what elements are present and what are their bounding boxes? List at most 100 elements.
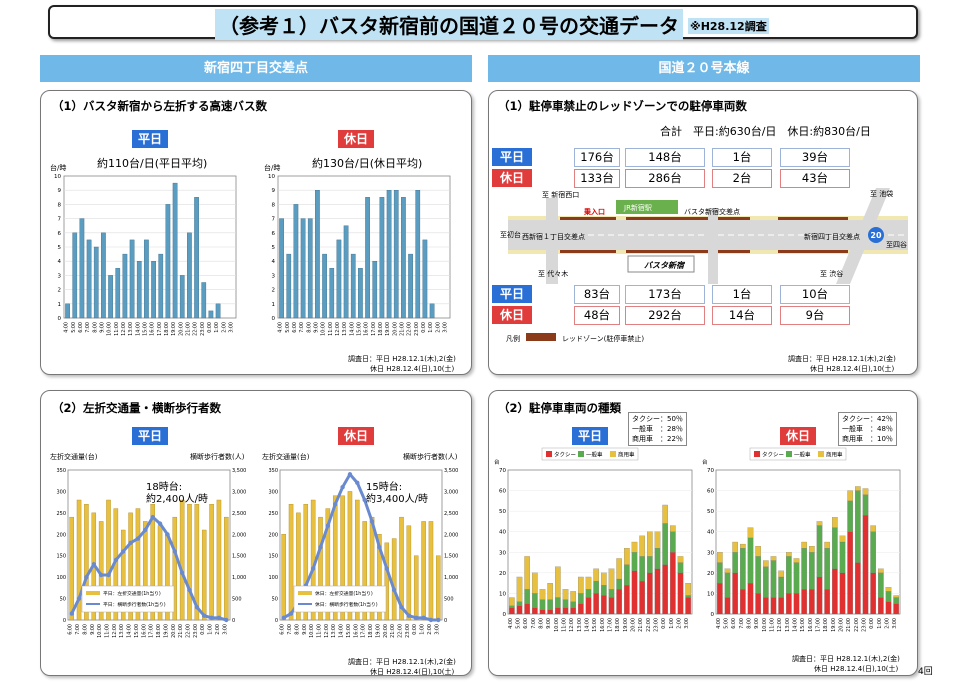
redzone-5: [560, 250, 616, 253]
road-cross-east: [836, 188, 890, 284]
bar: [79, 218, 85, 319]
x-tick-label: 14:00: [349, 322, 355, 336]
y-tick-label: 3: [58, 273, 62, 279]
point: [325, 523, 331, 528]
bar-segment: [755, 545, 761, 557]
bar: [379, 197, 385, 319]
bar-segment: [578, 576, 584, 594]
redzone-2: [626, 217, 708, 220]
x-tick-label: 20:00: [383, 624, 389, 638]
bar-segment: [878, 568, 884, 573]
x-tick-label: 7:00: [739, 618, 745, 629]
bar: [340, 495, 345, 621]
x-tick-label: 3:00: [684, 618, 690, 629]
x-tick-label: 4:00: [508, 618, 514, 629]
bar: [216, 499, 222, 621]
x-tick-label: 13:00: [577, 618, 583, 632]
x-tick-label: 8:00: [306, 322, 312, 333]
road-cross-west: [546, 198, 558, 284]
x-tick-label: 17:00: [371, 322, 377, 336]
x-tick-label: 16:00: [600, 618, 606, 632]
y-tick-label: 60: [499, 489, 506, 495]
bar-segment: [509, 597, 515, 606]
y-tick-label: 10: [268, 174, 275, 180]
bar-segment: [801, 541, 807, 549]
point: [406, 613, 412, 618]
x-tick-label: 23:00: [405, 624, 411, 638]
x-tick-label: 0:00: [869, 618, 875, 629]
x-tick-label: 2:00: [221, 322, 227, 333]
bar-segment: [616, 589, 622, 615]
x-tick-label: 12:00: [569, 618, 575, 632]
y-unit: 台: [702, 458, 708, 466]
legend-label: タクシー: [762, 451, 784, 459]
bar: [329, 268, 335, 319]
point: [333, 502, 338, 507]
x-tick-label: 4:00: [64, 322, 70, 333]
bottom-weekday-count-3: 1台: [712, 285, 772, 304]
panel1-survey: 調査日：平日 H28.12.1(木),2(金) 休日 H28.12.4(日),1…: [348, 354, 456, 374]
y-tick-label: 0: [275, 618, 278, 624]
bar-segment: [862, 494, 869, 516]
bar-segment: [509, 607, 515, 615]
map-nishi1: 西新宿１丁目交差点: [522, 232, 585, 241]
bar-segment: [562, 607, 569, 615]
bar-segment: [809, 552, 815, 590]
legend-label: 一般車: [794, 451, 811, 459]
panel2-title: （2）左折交通量・横断歩行者数: [52, 401, 221, 415]
bottom-holiday-count-3: 14台: [712, 306, 772, 325]
bar: [143, 521, 148, 621]
y-tick-label: 6: [58, 231, 62, 237]
y-unit: 台: [494, 458, 500, 466]
x-tick-label: 8:00: [92, 322, 98, 333]
x-tick-label: 20:00: [631, 618, 637, 632]
legend-bar-label: 休日：左折交通量(1h当り): [315, 590, 373, 597]
point: [377, 544, 382, 550]
bar-segment: [740, 589, 746, 615]
legend-label: 一般車: [586, 451, 603, 459]
x-tick-label: 20:00: [392, 322, 398, 336]
bar: [136, 260, 142, 319]
x-tick-label: 7:00: [85, 322, 91, 333]
bar-segment: [724, 572, 731, 598]
y-tick-label: 8: [272, 202, 276, 208]
panel1-weekday-badge: 平日: [132, 130, 168, 148]
bar-segment: [547, 583, 553, 600]
bar: [76, 499, 82, 621]
bar-segment: [717, 583, 723, 615]
bar: [343, 225, 349, 319]
bar-segment: [593, 580, 599, 594]
map-basta: バスタ新宿: [644, 261, 686, 270]
bar: [84, 504, 89, 621]
redzone-4: [778, 217, 848, 220]
bar-segment: [593, 593, 599, 615]
title-note: ※H28.12調査: [688, 18, 769, 34]
bar-segment: [654, 568, 661, 615]
x-tick-label: 3:00: [228, 322, 234, 333]
x-tick-label: 22:00: [646, 618, 652, 632]
y-tick-label: 6: [272, 231, 276, 237]
bar-segment: [870, 531, 876, 573]
y-tick-label: 20: [499, 571, 506, 577]
bar-segment: [608, 597, 615, 615]
x-tick-label: 10:00: [554, 618, 560, 632]
bar: [318, 516, 323, 621]
bar: [101, 232, 106, 319]
legend-label: 商用車: [618, 451, 635, 459]
pedestrian-chart-holiday: 0 0 50 500 100 1,000 150 1,500 200 2,000 250 2,500 3…: [268, 468, 458, 638]
redzone-legend-swatch: [526, 333, 556, 341]
bar-segment: [809, 545, 815, 553]
x-tick-label: 6:00: [280, 624, 286, 635]
y-tick-label: 7: [58, 217, 62, 223]
point: [318, 544, 323, 550]
bar-segment: [717, 552, 723, 563]
x-tick-label: 16:00: [364, 322, 370, 336]
x-tick-label: 5:00: [516, 618, 522, 629]
x-tick-label: 18:00: [615, 618, 621, 632]
bar-segment: [816, 576, 823, 615]
y-tick-label: 100: [56, 575, 66, 581]
x-tick-label: 10:00: [762, 618, 768, 632]
bar-segment: [685, 597, 691, 615]
x-tick-label: 13:00: [331, 624, 337, 638]
bar: [322, 253, 327, 319]
